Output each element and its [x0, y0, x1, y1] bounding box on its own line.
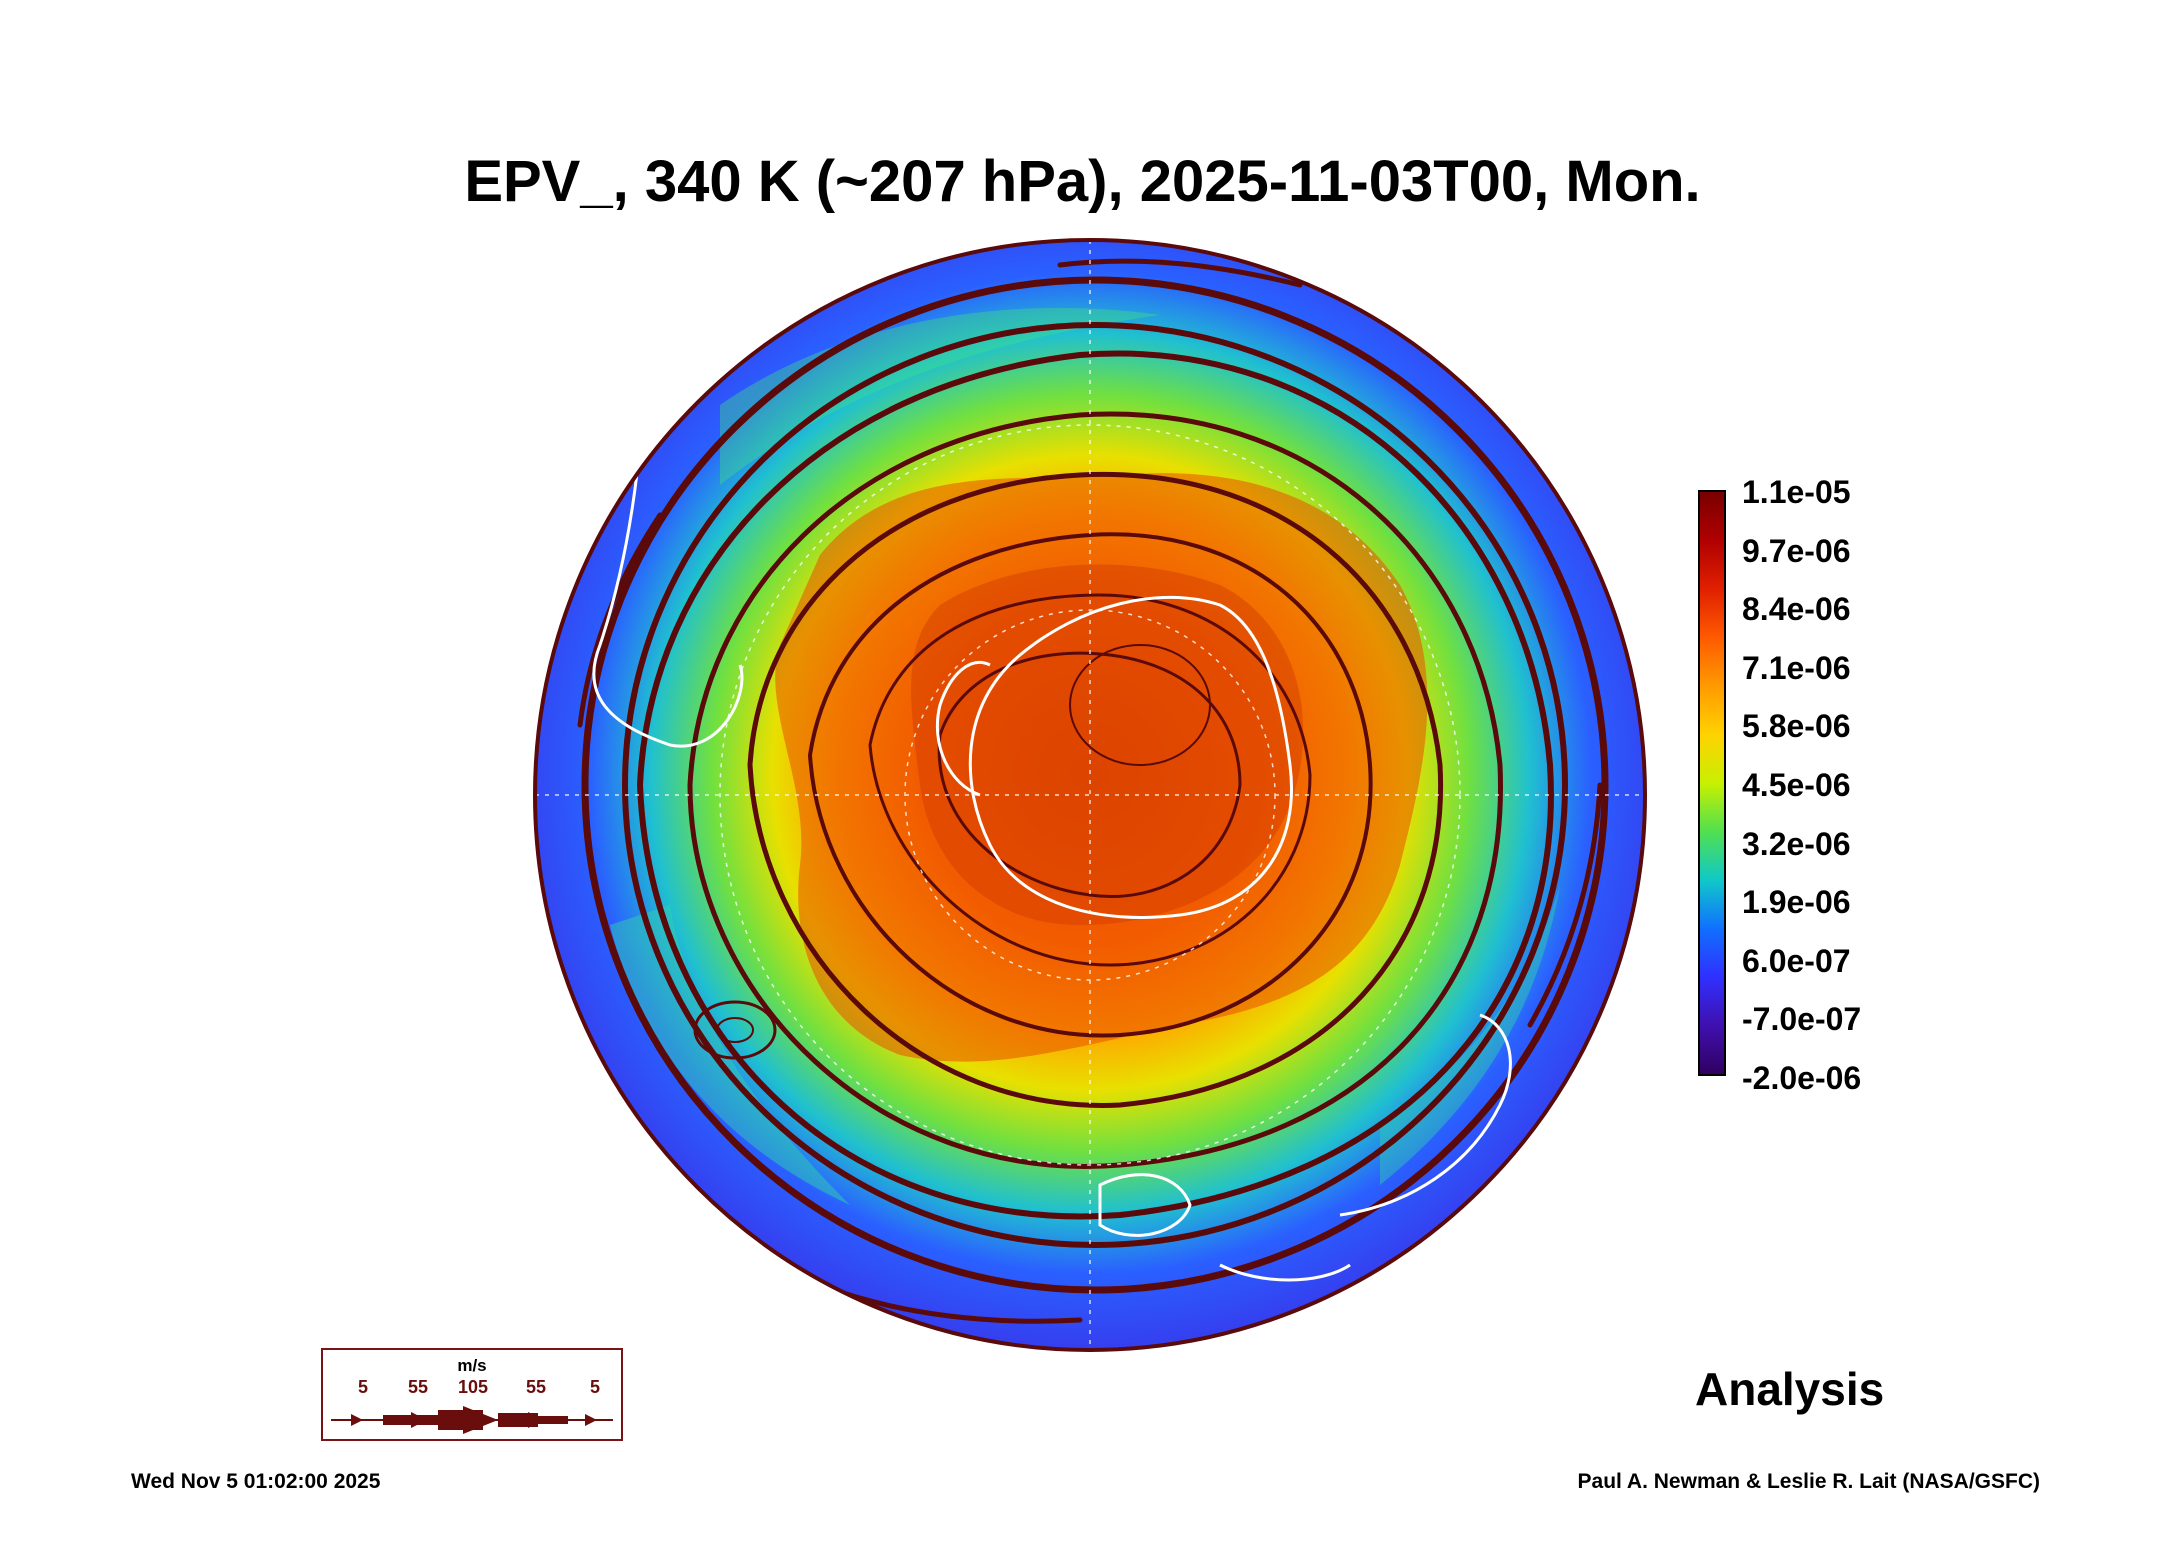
legend-speed-label: 5 [357, 1377, 369, 1397]
graticule [535, 240, 1645, 1350]
polar-vortex-core [775, 473, 1428, 1062]
colorbar [1698, 490, 1726, 1076]
colorbar-tick-label: 8.4e-06 [1742, 591, 1851, 628]
colorbar-tick-label: 4.5e-06 [1742, 767, 1851, 803]
polar-map[interactable] [520, 225, 1660, 1365]
colorbar-tick-label: 3.2e-06 [1742, 825, 1851, 862]
colorbar-tick-label: 1.1e-05 [1742, 474, 1851, 510]
colorbar-tick-label: 1.9e-06 [1742, 884, 1851, 921]
legend-speed-label: 55 [525, 1377, 547, 1397]
legend-wind-arrow [331, 1406, 613, 1434]
legend-speed-label: 5 [589, 1377, 601, 1397]
colorbar-tick-label: -7.0e-07 [1742, 1001, 1862, 1038]
map-border [533, 238, 1647, 1352]
legend-speed-label: 55 [407, 1377, 429, 1397]
credit: Paul A. Newman & Leslie R. Lait (NASA/GS… [1577, 1470, 2040, 1493]
colorbar-tick-label: 7.1e-06 [1742, 649, 1851, 686]
wind-speed-legend: m/s 5 55 105 55 5 [321, 1348, 623, 1441]
colorbar-tick-label: -2.0e-06 [1742, 1060, 1862, 1096]
colorbar-tick-label: 6.0e-07 [1742, 942, 1851, 979]
legend-unit: m/s [457, 1356, 487, 1375]
colorbar-tick-label: 5.8e-06 [1742, 708, 1851, 745]
page-title: EPV_, 340 K (~207 hPa), 2025-11-03T00, M… [464, 149, 1701, 214]
legend-speed-label: 105 [457, 1377, 489, 1397]
colorbar-tick-label: 9.7e-06 [1742, 532, 1851, 569]
analysis-label: Analysis [1695, 1363, 1885, 1415]
timestamp: Wed Nov 5 01:02:00 2025 [131, 1470, 381, 1493]
